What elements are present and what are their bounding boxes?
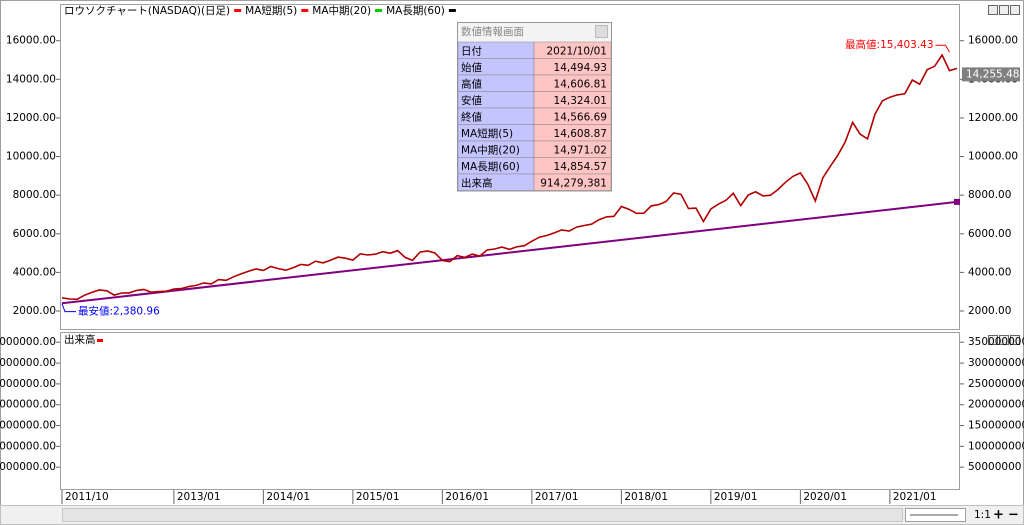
button[interactable]: [999, 5, 1009, 15]
price-panel: [60, 4, 960, 330]
info-key: 高値: [461, 77, 482, 90]
zoom-in[interactable]: +: [993, 508, 1004, 523]
info-title: 数値情報画面: [461, 25, 524, 38]
y-tick-label-right: 150000000: [968, 420, 1024, 432]
y-tick-label-right: 50000000: [968, 461, 1021, 473]
y-tick-label: 14000.00: [6, 73, 56, 85]
last-price-box: [962, 67, 1020, 82]
info-key: 始値: [461, 61, 482, 74]
info-value: 14,854.57: [554, 161, 607, 173]
panel-buttons[interactable]: [988, 5, 1020, 345]
last-price-label: 14,255.48: [966, 68, 1019, 80]
info-value-cell: [533, 173, 612, 191]
x-tick-label: 2013/01: [177, 491, 221, 503]
y-tick-label: 250000000.00: [0, 378, 56, 390]
legend-marker: [375, 9, 383, 12]
y-tick-label-right: 200000000: [968, 399, 1024, 411]
volume-panel: [60, 332, 960, 490]
info-value: 14,608.87: [554, 128, 607, 140]
x-tick-label: 2020/01: [803, 491, 847, 503]
x-tick-label: 2011/10: [65, 491, 109, 503]
button[interactable]: [999, 335, 1009, 345]
volume-legend-marker: [97, 339, 103, 342]
y-tick-label-right: 2000.00: [968, 305, 1011, 317]
info-value: 14,324.01: [554, 95, 607, 107]
y-tick-label-right: 300000000: [968, 357, 1024, 369]
y-tick-label: 300000000.00: [0, 357, 56, 369]
y-tick-label: 8000.00: [13, 189, 56, 201]
annotation: 最高値:15,403.43: [845, 38, 933, 51]
x-tick-label: 2018/01: [624, 491, 668, 503]
volume-title: 出来高: [64, 333, 96, 346]
x-tick-label: 2017/01: [535, 491, 579, 503]
y-tick-label-right: 10000.00: [968, 151, 1018, 163]
y-tick-label-right: 16000.00: [968, 35, 1018, 47]
x-tick-label: 2019/01: [714, 491, 758, 503]
info-value: 914,279,381: [540, 177, 607, 189]
info-close[interactable]: [595, 25, 608, 38]
y-tick-label: 50000000.00: [0, 461, 56, 473]
info-key: 安値: [461, 94, 482, 107]
y-tick-label-right: 350000000: [968, 336, 1024, 348]
price-line: [61, 53, 958, 301]
info-key: 終値: [461, 110, 482, 123]
y-tick-label: 150000000.00: [0, 420, 56, 432]
chart-title: ロウソクチャート(NASDAQ)(日足): [64, 5, 230, 17]
y-tick-label-right: 8000.00: [968, 189, 1011, 201]
y-tick-label-right: 100000000: [968, 440, 1024, 452]
y-tick-label-right: 6000.00: [968, 228, 1011, 240]
y-tick-label: 12000.00: [6, 112, 56, 124]
info-key: MA長期(60): [461, 161, 520, 173]
x-tick-label: 2015/01: [356, 491, 400, 503]
trend-line: [61, 200, 958, 305]
legend-label: MA短期(5): [245, 4, 297, 17]
y-tick-label: 6000.00: [13, 228, 56, 240]
legend-marker: [301, 9, 309, 12]
scrollbar-track[interactable]: [62, 508, 903, 522]
y-tick-label: 4000.00: [13, 266, 56, 278]
button[interactable]: [1010, 335, 1020, 345]
legend-label: MA中期(20): [312, 4, 371, 17]
annotation-arrow: [61, 303, 76, 313]
annotation-arrow: [935, 44, 950, 53]
legend-marker: [448, 9, 456, 12]
trend-handle: [954, 198, 960, 205]
x-tick-label: 2021/01: [893, 491, 937, 503]
button[interactable]: [1010, 5, 1020, 15]
x-tick-label: 2014/01: [266, 491, 310, 503]
y-tick-label: 200000000.00: [0, 399, 56, 411]
info-key: MA短期(5): [461, 127, 513, 140]
y-tick-label-right: 12000.00: [968, 112, 1018, 124]
button[interactable]: [988, 335, 998, 345]
annotation: 最安値:2,380.96: [78, 305, 160, 318]
x-tick-label: 2016/01: [445, 491, 489, 503]
y-tick-label: 100000000.00: [0, 440, 56, 452]
y-tick-label: 2000.00: [13, 305, 56, 317]
y-tick-label-right: 250000000: [968, 378, 1024, 390]
info-key: MA中期(20): [461, 143, 520, 156]
y-tick-label: 350000000.00: [0, 336, 56, 348]
info-key: 日付: [461, 44, 482, 57]
zoom-label[interactable]: 1:1: [974, 509, 991, 521]
info-value: 14,606.81: [554, 78, 607, 90]
info-value: 14,566.69: [554, 111, 607, 123]
y-tick-label-right: 4000.00: [968, 266, 1011, 278]
info-value: 14,494.93: [554, 62, 607, 74]
legend-marker: [234, 9, 242, 12]
info-key: 出来高: [461, 176, 493, 189]
y-tick-label: 16000.00: [6, 35, 56, 47]
info-value: 2021/10/01: [546, 45, 607, 57]
info-value: 14,971.02: [554, 144, 607, 156]
y-tick-label: 10000.00: [6, 151, 56, 163]
legend-label: MA長期(60): [386, 5, 445, 17]
zoom-out[interactable]: −: [1008, 508, 1019, 523]
button[interactable]: [988, 5, 998, 15]
